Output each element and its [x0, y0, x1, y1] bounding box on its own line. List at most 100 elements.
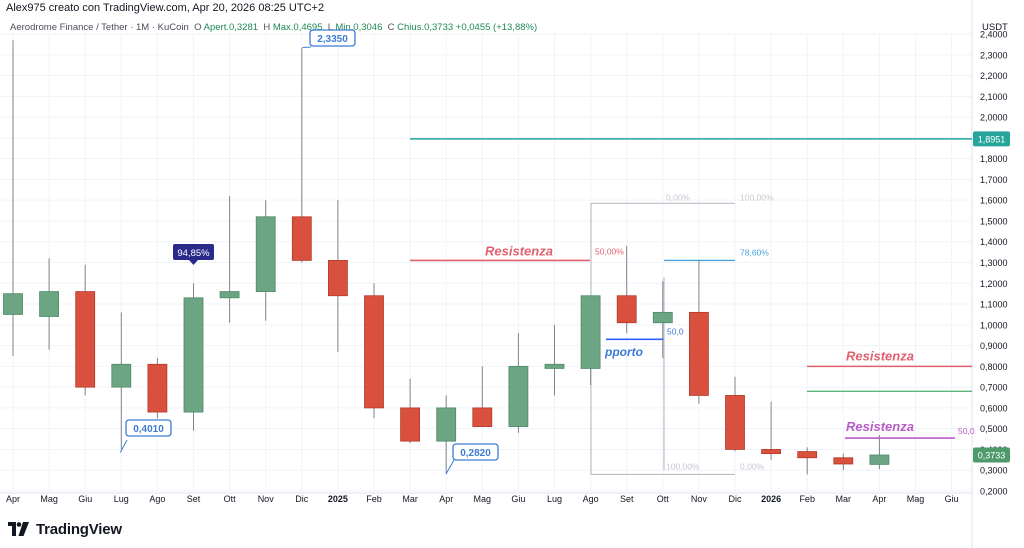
close-value: Chius.0,3733	[397, 22, 454, 33]
x-tick-label: Set	[620, 494, 634, 504]
candle-body	[652, 311, 673, 324]
high-value: Max.0,4695	[272, 22, 323, 33]
x-tick-label: Mag	[907, 494, 925, 504]
close-label: C	[387, 22, 395, 33]
chart-credit: Alex975 creato con TradingView.com, Apr …	[6, 2, 325, 14]
x-tick-label: 2025	[328, 494, 348, 504]
y-tick-label: 0,2000	[980, 487, 1008, 497]
change-value: +0,0455 (+13,88%)	[455, 22, 538, 33]
x-tick-label: Mag	[40, 494, 58, 504]
low-callout-2-label: 0,2820	[460, 448, 491, 459]
candle-body	[580, 295, 601, 369]
low-callout-2-box	[452, 443, 499, 461]
low-callout-1-pointer	[119, 439, 128, 453]
pct-badge-label: 94,85%	[177, 248, 210, 259]
candle-body	[3, 293, 23, 315]
candle-body	[75, 291, 96, 388]
x-tick-label: Mar	[836, 494, 852, 504]
x-tick-label: Lug	[114, 494, 129, 504]
x-tick-label: Apr	[439, 494, 453, 504]
low-callout-1-label: 0,4010	[133, 424, 164, 435]
x-tick-label: Giu	[511, 494, 525, 504]
currency-label: USDT	[982, 22, 1008, 33]
x-tick-label: Feb	[366, 494, 382, 504]
x-tick-label: Apr	[872, 494, 886, 504]
y-tick-label: 0,7000	[980, 383, 1008, 393]
x-tick-label: Nov	[691, 494, 708, 504]
x-tick-label: Ago	[149, 494, 165, 504]
y-tick-label: 0,9000	[980, 341, 1008, 351]
last-price-label: 0,3733	[978, 451, 1006, 461]
x-tick-label: Lug	[547, 494, 562, 504]
y-tick-label: 1,3000	[980, 258, 1008, 268]
y-tick-label: 1,7000	[980, 175, 1008, 185]
candle-body	[291, 216, 312, 261]
fib-a-50-label: 50,00%	[595, 246, 624, 256]
y-tick-label: 0,6000	[980, 403, 1008, 413]
open-label: O	[194, 22, 202, 33]
x-tick-label: Giu	[78, 494, 92, 504]
candle-body	[508, 365, 529, 428]
resistance-label-2: Resistenza	[846, 348, 914, 363]
y-tick-label: 1,6000	[980, 196, 1008, 206]
candle-body	[364, 295, 384, 409]
open-value: Apert.0,3281	[203, 22, 259, 33]
y-tick-label: 2,4000	[980, 30, 1008, 40]
x-tick-label: Dic	[295, 494, 308, 504]
y-tick-label: 1,1000	[980, 300, 1008, 310]
candle-body	[833, 457, 854, 465]
candle-body	[436, 407, 457, 442]
footer-brand: TradingView	[8, 518, 122, 540]
last-price-badge	[973, 447, 1010, 463]
x-tick-label: Ott	[224, 494, 237, 504]
pct-badge-box	[173, 244, 214, 260]
purple-50-label: 50,0	[958, 426, 975, 436]
candle-body	[689, 311, 709, 396]
x-tick-label: Set	[187, 494, 201, 504]
y-tick-label: 0,5000	[980, 424, 1008, 434]
fib-b-50-label: 50,0	[667, 326, 684, 336]
x-tick-label: Ago	[583, 494, 599, 504]
y-tick-label: 1,4000	[980, 237, 1008, 247]
candle-body	[761, 449, 781, 455]
fib-a-100-label: 100,00%	[740, 192, 774, 202]
candle-body	[544, 363, 565, 369]
y-tick-label: 2,3000	[980, 50, 1008, 60]
candle-body	[39, 291, 59, 317]
y-tick-label: 2,2000	[980, 71, 1008, 81]
low-callout-1-box	[125, 419, 172, 437]
x-tick-label: Ott	[657, 494, 670, 504]
y-tick-label: 0,3000	[980, 466, 1008, 476]
y-tick-label: 1,5000	[980, 216, 1008, 226]
candle-body	[255, 216, 276, 292]
candle-body	[725, 395, 745, 450]
pct-badge-pointer	[189, 260, 198, 265]
candle-body	[183, 297, 204, 413]
x-tick-label: Nov	[258, 494, 275, 504]
x-tick-label: Dic	[729, 494, 742, 504]
symbol-legend: Aerodrome Finance / Tether · 1M · KuCoin…	[10, 22, 537, 33]
symbol-name: Aerodrome Finance / Tether · 1M · KuCoin	[10, 22, 189, 33]
footer-brand-name: TradingView	[36, 520, 122, 538]
high-callout-box	[309, 29, 356, 47]
high-callout-label: 2,3350	[317, 34, 348, 45]
x-tick-label: Giu	[945, 494, 959, 504]
fib-a-0-label: 0,00%	[666, 192, 691, 202]
candle-body	[616, 295, 637, 324]
x-tick-label: Mar	[402, 494, 418, 504]
candle-body	[219, 291, 240, 299]
x-tick-label: Mag	[474, 494, 492, 504]
candle-body	[472, 407, 493, 428]
candle-body	[327, 260, 348, 297]
y-tick-label: 0,8000	[980, 362, 1008, 372]
resistance-label-1: Resistenza	[485, 243, 553, 258]
fib-b-100-label: 100,00%	[666, 461, 700, 471]
y-tick-label: 2,0000	[980, 113, 1008, 123]
candle-body	[869, 454, 890, 465]
y-tick-label: 1,0000	[980, 320, 1008, 330]
x-tick-label: 2026	[761, 494, 781, 504]
tradingview-logo-icon	[8, 522, 29, 536]
low-label: L	[327, 22, 333, 33]
candle-body	[111, 363, 132, 388]
